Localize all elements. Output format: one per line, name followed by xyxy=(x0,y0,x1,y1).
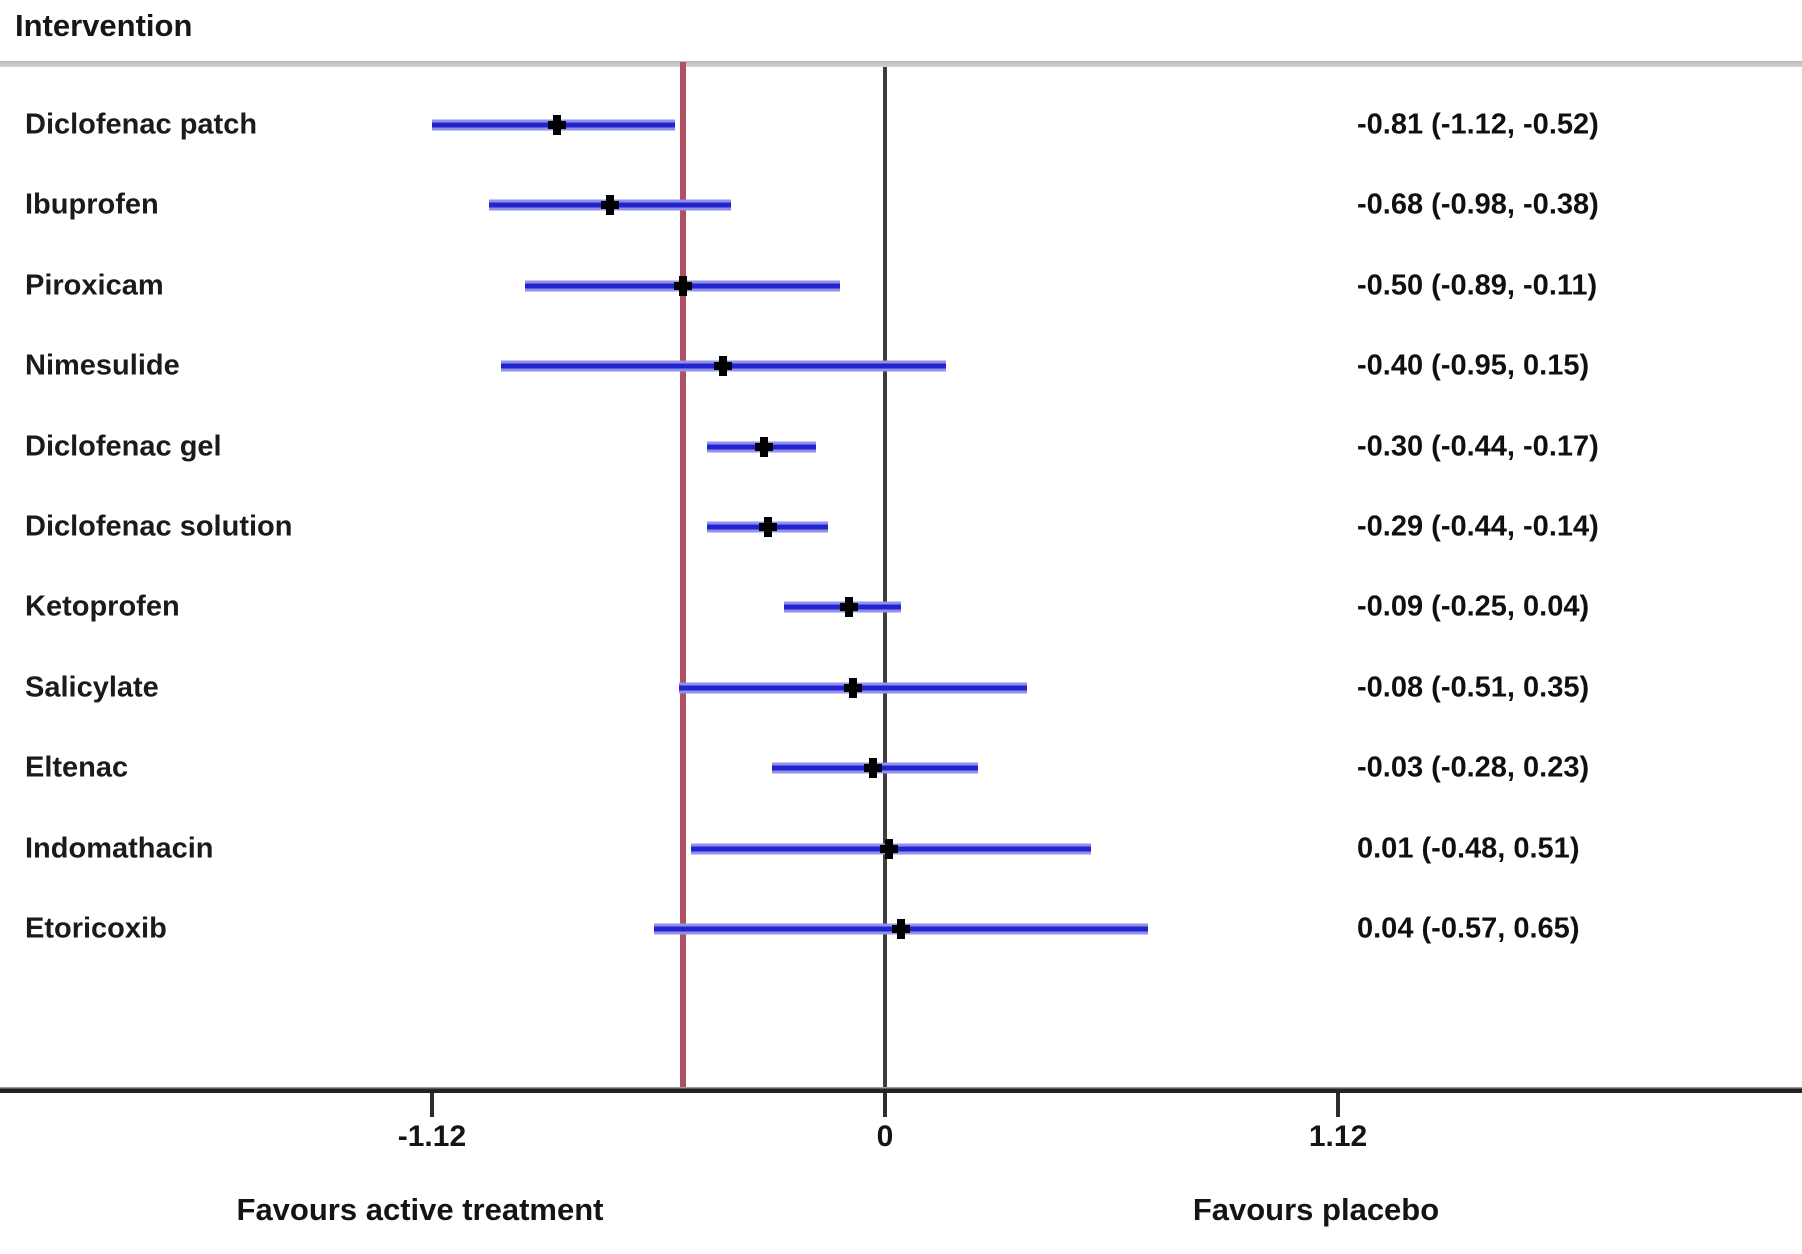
x-axis-tick xyxy=(1336,1093,1341,1117)
row-label: Diclofenac patch xyxy=(25,108,258,141)
row-label: Ketoprofen xyxy=(25,590,180,623)
point-estimate-marker xyxy=(838,596,860,618)
point-estimate-marker xyxy=(712,355,734,377)
row-label: Diclofenac gel xyxy=(25,430,222,463)
x-axis-line xyxy=(0,1087,1802,1093)
point-estimate-marker xyxy=(672,275,694,297)
red-reference-line xyxy=(679,62,686,1093)
null-effect-line xyxy=(883,67,887,1093)
estimate-ci-text: 0.01 (-0.48, 0.51) xyxy=(1357,832,1580,865)
estimate-ci-text: -0.09 (-0.25, 0.04) xyxy=(1357,590,1590,623)
estimate-ci-text: -0.03 (-0.28, 0.23) xyxy=(1357,751,1590,784)
point-estimate-marker xyxy=(753,436,775,458)
row-label: Nimesulide xyxy=(25,349,180,382)
row-label: Salicylate xyxy=(25,671,159,704)
x-axis-tick-label: 1.12 xyxy=(1308,1120,1368,1153)
estimate-ci-text: -0.81 (-1.12, -0.52) xyxy=(1357,108,1599,141)
row-label: Eltenac xyxy=(25,751,129,784)
x-axis-tick-label: 0 xyxy=(876,1120,894,1153)
row-label: Indomathacin xyxy=(25,832,214,865)
estimate-ci-text: -0.29 (-0.44, -0.14) xyxy=(1357,510,1599,543)
header-divider-line xyxy=(0,61,1802,67)
point-estimate-marker xyxy=(546,114,568,136)
row-label: Piroxicam xyxy=(25,269,164,302)
estimate-ci-text: -0.68 (-0.98, -0.38) xyxy=(1357,188,1599,221)
point-estimate-marker xyxy=(878,838,900,860)
point-estimate-marker xyxy=(842,677,864,699)
row-label: Diclofenac solution xyxy=(25,510,293,543)
point-estimate-marker xyxy=(862,757,884,779)
x-axis-tick-label: -1.12 xyxy=(397,1120,467,1153)
estimate-ci-text: -0.08 (-0.51, 0.35) xyxy=(1357,671,1590,704)
column-header-intervention: Intervention xyxy=(15,8,193,43)
estimate-ci-text: -0.30 (-0.44, -0.17) xyxy=(1357,430,1599,463)
xlabel-favours-placebo: Favours placebo xyxy=(1192,1192,1440,1227)
estimate-ci-text: -0.40 (-0.95, 0.15) xyxy=(1357,349,1590,382)
estimate-ci-text: -0.50 (-0.89, -0.11) xyxy=(1357,269,1598,302)
x-axis-tick xyxy=(429,1093,434,1117)
row-label: Ibuprofen xyxy=(25,188,159,221)
row-label: Etoricoxib xyxy=(25,912,167,945)
point-estimate-marker xyxy=(757,516,779,538)
estimate-ci-text: 0.04 (-0.57, 0.65) xyxy=(1357,912,1580,945)
point-estimate-marker xyxy=(599,194,621,216)
x-axis-tick xyxy=(883,1093,887,1117)
xlabel-favours-active-treatment: Favours active treatment xyxy=(236,1192,604,1227)
point-estimate-marker xyxy=(890,918,912,940)
